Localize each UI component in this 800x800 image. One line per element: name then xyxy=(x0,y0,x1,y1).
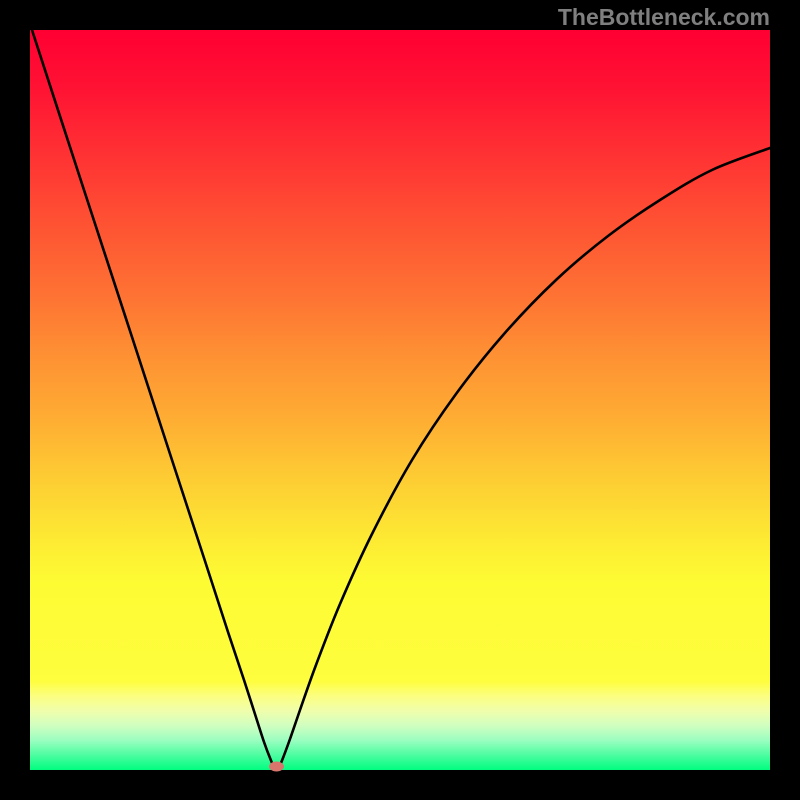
bottleneck-curve-chart: TheBottleneck.com xyxy=(0,0,800,800)
plot-background xyxy=(30,30,770,770)
optimum-marker xyxy=(269,762,284,772)
watermark: TheBottleneck.com xyxy=(558,4,770,30)
chart-container: TheBottleneck.com xyxy=(0,0,800,800)
